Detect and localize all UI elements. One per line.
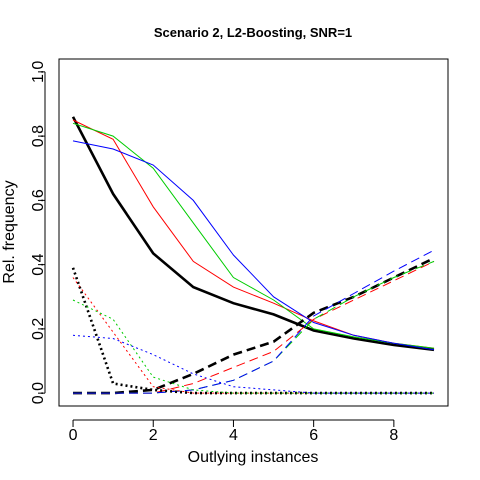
series-line-12 [72, 334, 434, 394]
series-line-4 [72, 140, 435, 351]
y-tick-label: 0.6 [30, 189, 47, 211]
series-layer [71, 116, 435, 395]
x-tick-label: 8 [389, 427, 398, 444]
chart-title: Scenario 2, L2-Boosting, SNR=1 [154, 25, 352, 40]
y-tick-label: 0.2 [30, 318, 47, 340]
x-tick-label: 6 [309, 427, 318, 444]
series-line-8 [73, 249, 435, 394]
y-tick-label: 0.4 [30, 253, 47, 275]
y-tick-label: 0.8 [30, 125, 47, 147]
y-tick-label: 1.0 [30, 61, 47, 83]
series-line-5 [73, 257, 435, 395]
axes-layer: 0 2 4 6 8 0.0 0.2 0.4 0.6 0.8 1.0 [30, 61, 398, 444]
x-tick-label: 0 [69, 427, 78, 444]
x-tick-label: 2 [149, 427, 158, 444]
x-tick-label: 4 [229, 427, 238, 444]
series-line-3 [72, 122, 435, 349]
x-axis-label: Outlying instances [188, 449, 319, 466]
plot-frame [58, 58, 449, 407]
series-line-1 [71, 116, 435, 352]
y-tick-label: 0.0 [30, 382, 47, 404]
y-axis-label: Rel. frequency [1, 180, 18, 283]
